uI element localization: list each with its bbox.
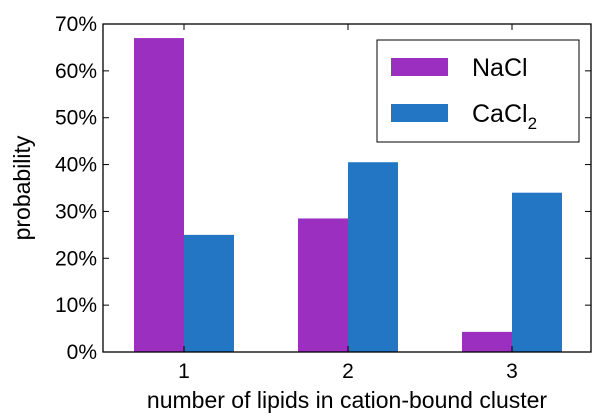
- y-tick-label: 10%: [55, 294, 97, 317]
- bar-cacl2-2: [348, 162, 398, 352]
- y-tick-label: 60%: [55, 60, 97, 83]
- legend-swatch-cacl2: [391, 104, 448, 122]
- x-axis-label: number of lipids in cation-bound cluster: [147, 387, 548, 413]
- bar-nacl-1: [134, 38, 184, 353]
- y-axis-label: probability: [9, 135, 35, 240]
- y-tick-label: 0%: [67, 341, 97, 364]
- bar-nacl-2: [298, 218, 348, 352]
- y-tick-label: 20%: [55, 247, 97, 270]
- legend-box: [376, 39, 580, 143]
- y-tick-label: 70%: [55, 13, 97, 36]
- legend-label-nacl: NaCl: [472, 54, 528, 82]
- x-tick-label: 1: [178, 360, 190, 383]
- legend-label-cacl2-main: CaCl: [472, 100, 528, 128]
- x-tick-label: 2: [342, 360, 354, 383]
- bar-cacl2-3: [512, 192, 562, 352]
- y-tick-label: 50%: [55, 107, 97, 130]
- legend-swatch-nacl: [391, 58, 448, 76]
- bar-nacl-3: [462, 331, 512, 352]
- y-axis-ticks: 0% 10% 20% 30% 40% 50% 60% 70%: [55, 13, 591, 364]
- legend-label-cacl2: CaCl2: [472, 100, 537, 133]
- y-tick-label: 40%: [55, 154, 97, 177]
- x-tick-label: 3: [506, 360, 518, 383]
- x-axis-ticks: 1 2 3: [178, 24, 518, 383]
- legend-label-cacl2-subscript: 2: [528, 114, 537, 133]
- bars-group: [134, 38, 562, 353]
- plot-frame: [102, 23, 592, 353]
- legend: NaCl CaCl2: [376, 39, 580, 143]
- bar-cacl2-1: [184, 234, 234, 352]
- y-tick-label: 30%: [55, 200, 97, 223]
